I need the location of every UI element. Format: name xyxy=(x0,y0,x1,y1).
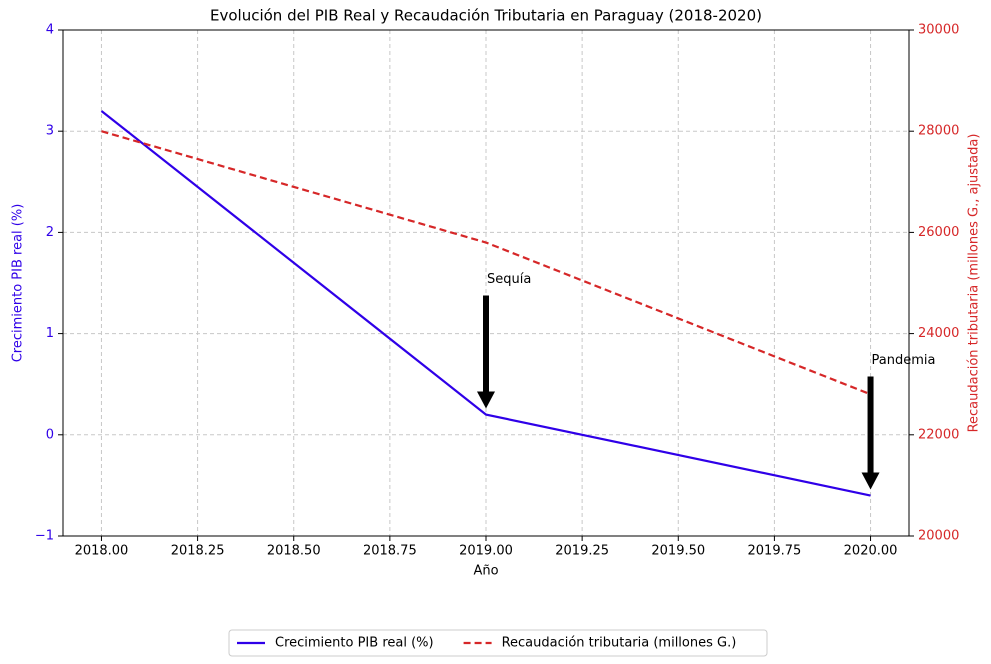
y2-tick-label: 24000 xyxy=(918,326,959,341)
x-axis-label: Año xyxy=(473,564,498,579)
y2-tick-label: 20000 xyxy=(918,529,959,544)
y2-tick-label: 26000 xyxy=(918,225,959,240)
series-line xyxy=(100,110,871,497)
chart-title: Evolución del PIB Real y Recaudación Tri… xyxy=(210,7,762,25)
y-axis-label: Crecimiento PIB real (%) xyxy=(11,204,26,363)
x-tick-label: 2019.00 xyxy=(459,544,513,559)
plot-frame xyxy=(62,29,910,537)
y2-tick-label: 22000 xyxy=(918,427,959,442)
y-tick-label: 0 xyxy=(46,427,54,442)
legend-label: Recaudación tributaria (millones G.) xyxy=(502,636,737,651)
y-tick-label: 2 xyxy=(46,225,54,240)
y2-axis-label: Recaudación tributaria (millones G., aju… xyxy=(967,134,982,433)
y2-tick-label: 30000 xyxy=(918,23,959,38)
y-tick-label: 4 xyxy=(46,23,54,38)
x-tick-label: 2018.25 xyxy=(171,544,225,559)
y2-tick-label: 28000 xyxy=(918,124,959,139)
y-tick-label: 3 xyxy=(46,124,54,139)
legend-label: Crecimiento PIB real (%) xyxy=(275,636,434,651)
y-tick-label: −1 xyxy=(35,529,54,544)
x-tick-label: 2018.75 xyxy=(363,544,417,559)
legend-box xyxy=(228,629,768,657)
x-tick-label: 2018.50 xyxy=(267,544,321,559)
x-tick-label: 2019.75 xyxy=(748,544,802,559)
x-tick-label: 2019.25 xyxy=(555,544,609,559)
annotation-arrowhead xyxy=(861,472,880,490)
y-tick-label: 1 xyxy=(46,326,54,341)
annotation-arrowhead xyxy=(477,391,495,409)
x-tick-label: 2019.50 xyxy=(651,544,705,559)
x-tick-label: 2020.00 xyxy=(844,544,898,559)
annotation-label: Pandemia xyxy=(872,353,936,368)
annotation-label: Sequía xyxy=(487,272,531,287)
x-tick-label: 2018.00 xyxy=(75,544,129,559)
series-line xyxy=(101,130,871,396)
